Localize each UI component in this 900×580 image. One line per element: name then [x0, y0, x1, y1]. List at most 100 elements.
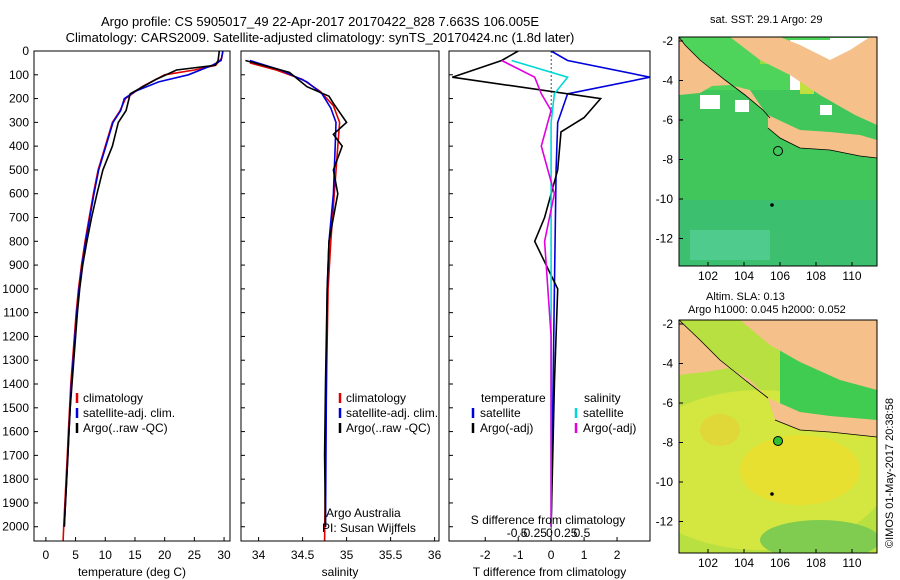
map-sla-label: Altim. SLA: 0.13 — [706, 291, 785, 303]
x-tick-label: 15 — [128, 548, 142, 562]
depth-tick-label: 1600 — [2, 425, 29, 439]
difference-legend-title-left: temperature — [481, 391, 546, 405]
temperature-frame — [33, 50, 231, 542]
map-lat-label: -6 — [662, 113, 673, 127]
difference-legend-label: Argo(-adj) — [583, 421, 636, 435]
float-position-marker — [773, 146, 783, 156]
temperature-plot-area — [62, 51, 224, 541]
series-temperature-argo — [452, 51, 603, 527]
difference-legend-title-right: salinity — [584, 391, 621, 405]
depth-tick-label: 1200 — [2, 329, 29, 343]
depth-tick-label: 1800 — [2, 472, 29, 486]
map-lat-label: -12 — [656, 232, 674, 246]
depth-tick-label: 100 — [9, 68, 29, 82]
series-temperature-satellite — [550, 51, 650, 527]
x-tick-label: -2 — [480, 548, 491, 562]
float-position-marker — [773, 436, 783, 446]
salinity-xlabel: salinity — [322, 565, 359, 579]
figure-title-line2: Climatology: CARS2009. Satellite-adjuste… — [65, 30, 575, 45]
depth-tick-label: 1700 — [2, 448, 29, 462]
map-lat-label: -2 — [662, 34, 673, 48]
depth-tick-label: 0 — [22, 44, 29, 58]
salinity-frame — [240, 50, 440, 542]
x-tick-label: 36 — [428, 548, 442, 562]
map-sst-label: sat. SST: 29.1 Argo: 29 — [710, 14, 823, 26]
sst-map — [679, 37, 877, 266]
depth-tick-label: 800 — [9, 234, 29, 248]
map-lon-label: 106 — [770, 556, 790, 570]
map-lon-label: 110 — [842, 269, 861, 283]
map-lon-label: 108 — [806, 269, 826, 283]
depth-tick-label: 700 — [9, 211, 29, 225]
x-tick-label: -1 — [513, 548, 524, 562]
series-climatology — [62, 51, 224, 541]
map-lat-label: -4 — [662, 74, 673, 88]
salinity-legend-label: Argo(..raw -QC) — [346, 421, 431, 435]
depth-tick-label: 900 — [9, 258, 29, 272]
x-tick-label: 25 — [188, 548, 202, 562]
s-tick-label: 0.5 — [574, 526, 591, 540]
sla-map — [679, 320, 877, 553]
map-lon-label: 110 — [842, 556, 861, 570]
depth-tick-label: 200 — [9, 92, 29, 106]
s-tick-label: -0.25 — [520, 526, 548, 540]
map-lon-label: 104 — [734, 269, 754, 283]
x-tick-label: 35.5 — [379, 548, 403, 562]
depth-tick-label: 1400 — [2, 377, 29, 391]
imos-stamp: ©IMOS 01-May-2017 20:38:58 — [884, 398, 896, 548]
temperature-legend-label: Argo(..raw -QC) — [83, 421, 168, 435]
x-tick-label: 2 — [614, 548, 621, 562]
map-lat-label: -4 — [662, 357, 673, 371]
s-difference-label: S difference from climatology — [471, 513, 626, 527]
series-argo — [63, 51, 221, 527]
s-tick-label: 0.25 — [554, 526, 578, 540]
depth-tick-label: 1300 — [2, 353, 29, 367]
difference-legend-label: satellite — [480, 406, 521, 420]
x-tick-label: 0 — [43, 548, 50, 562]
series-argo — [245, 59, 348, 527]
map-h-label: Argo h1000: 0.045 h2000: 0.052 — [688, 304, 846, 316]
map-lon-label: 104 — [734, 556, 754, 570]
depth-tick-label: 400 — [9, 139, 29, 153]
map-lat-label: -10 — [656, 192, 674, 206]
series-satellite-adj-clim- — [63, 51, 224, 527]
x-tick-label: 20 — [158, 548, 172, 562]
s-tick-label: -0.5 — [507, 526, 528, 540]
x-tick-label: 35 — [340, 548, 354, 562]
x-tick-label: 5 — [72, 548, 79, 562]
salinity-plot-area — [245, 59, 348, 541]
series-salinity-satellite — [511, 59, 569, 527]
map-lat-label: -10 — [656, 475, 674, 489]
depth-tick-label: 300 — [9, 115, 29, 129]
x-tick-label: 0 — [548, 548, 555, 562]
depth-tick-label: 1900 — [2, 496, 29, 510]
s-tick-label: 0 — [546, 526, 553, 540]
map-lat-label: -6 — [662, 396, 673, 410]
depth-tick-label: 500 — [9, 163, 29, 177]
map-lat-label: -8 — [662, 153, 673, 167]
x-tick-label: 10 — [99, 548, 113, 562]
temperature-xlabel: temperature (deg C) — [78, 565, 186, 579]
x-tick-label: 1 — [581, 548, 588, 562]
map-lon-label: 102 — [698, 556, 718, 570]
map-lat-label: -12 — [656, 515, 674, 529]
salinity-legend-label: climatology — [346, 391, 406, 405]
figure-title-line1: Argo profile: CS 5905017_49 22-Apr-2017 … — [100, 14, 539, 29]
difference-legend-label: Argo(-adj) — [480, 421, 533, 435]
depth-tick-label: 1500 — [2, 401, 29, 415]
map-lon-label: 102 — [698, 269, 718, 283]
pi-annotation: PI: Susan Wijffels — [322, 521, 416, 535]
map-lat-label: -8 — [662, 436, 673, 450]
series-salinity-argo — [501, 59, 556, 527]
x-tick-label: 30 — [217, 548, 231, 562]
series-satellite-adj-clim- — [249, 59, 337, 527]
map-lon-label: 106 — [770, 269, 790, 283]
difference-legend-label: satellite — [583, 406, 624, 420]
argo-annotation: Argo Australia — [326, 506, 401, 520]
x-tick-label: 34.5 — [291, 548, 315, 562]
temperature-legend-label: satellite-adj. clim. — [83, 406, 175, 420]
depth-tick-label: 1100 — [3, 306, 29, 320]
difference-frame — [448, 50, 651, 542]
salinity-legend-label: satellite-adj. clim. — [346, 406, 438, 420]
